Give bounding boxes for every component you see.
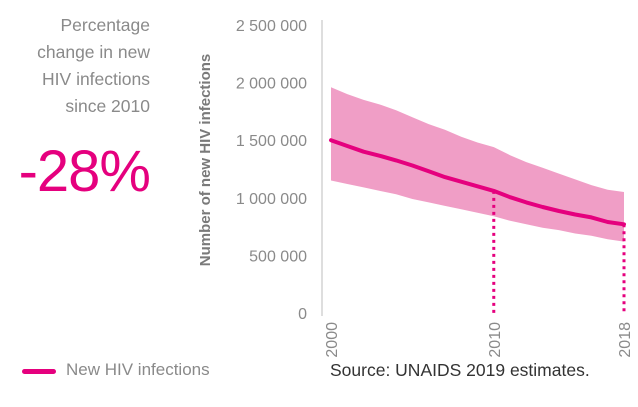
- summary-line-4: since 2010: [65, 96, 150, 116]
- x-axis-ticks: 2000 2010 2018: [324, 322, 634, 358]
- summary-note: Percentage change in new HIV infections …: [0, 12, 150, 120]
- summary-line-1: Percentage: [60, 15, 150, 35]
- y-tick-label: 1 000 000: [236, 191, 307, 208]
- y-tick-label: 1 500 000: [236, 133, 307, 150]
- series-line-new-hiv-infections: [329, 138, 626, 227]
- x-tick-label: 2018: [617, 322, 634, 358]
- source-note: Source: UNAIDS 2019 estimates.: [330, 360, 590, 380]
- reference-lines: [492, 190, 626, 313]
- y-tick-label: 0: [298, 306, 307, 323]
- x-tick-label: 2000: [324, 322, 341, 358]
- summary-line-2: change in new: [37, 42, 150, 62]
- y-tick-label: 2 500 000: [236, 18, 307, 35]
- summary-line-3: HIV infections: [42, 69, 150, 89]
- uncertainty-band: [331, 87, 624, 242]
- x-tick-label: 2010: [487, 322, 504, 358]
- y-axis-ticks: 0 500 000 1 000 000 1 500 000 2 000 000 2 500…: [236, 18, 307, 323]
- legend-label-new-hiv-infections: New HIV infections: [66, 360, 210, 379]
- y-tick-label: 500 000: [249, 248, 307, 265]
- legend: New HIV infections: [22, 356, 282, 386]
- y-axis-title: Number of new HIV infections: [197, 54, 214, 267]
- y-tick-label: 2 000 000: [236, 76, 307, 93]
- percentage-change-value: -28%: [18, 139, 151, 204]
- legend-swatch-new-hiv-infections: [22, 369, 56, 374]
